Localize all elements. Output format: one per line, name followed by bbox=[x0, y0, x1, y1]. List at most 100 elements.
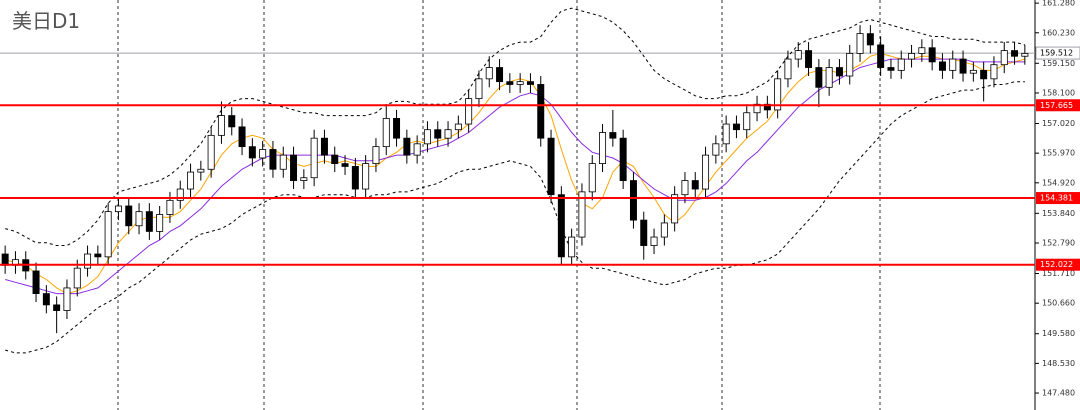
candle-body bbox=[496, 67, 504, 83]
candle-body bbox=[351, 166, 359, 190]
candle-body bbox=[248, 146, 256, 159]
candle-body bbox=[877, 44, 885, 68]
candle-body bbox=[465, 98, 473, 125]
indicator-line bbox=[5, 58, 1025, 295]
candle-body bbox=[835, 67, 843, 77]
candle-body bbox=[300, 177, 308, 181]
candle-body bbox=[846, 53, 854, 77]
candle-body bbox=[990, 64, 998, 80]
level-label-box bbox=[1036, 99, 1080, 112]
chart-title: 美日D1 bbox=[12, 9, 80, 33]
candle-body bbox=[1021, 53, 1029, 57]
candle-body bbox=[114, 205, 122, 213]
y-tick-label: 161.280 bbox=[1042, 0, 1075, 8]
candle-body bbox=[732, 123, 740, 131]
y-tick-label: 148.530 bbox=[1042, 359, 1075, 368]
candle-body bbox=[908, 53, 916, 60]
candle-body bbox=[238, 126, 246, 148]
last-price-box bbox=[1035, 46, 1080, 60]
candle-body bbox=[331, 154, 339, 165]
y-tick-label: 158.100 bbox=[1042, 88, 1075, 97]
level-label: 157.665 bbox=[1040, 101, 1073, 110]
candle-body bbox=[660, 222, 668, 238]
candle-body bbox=[959, 58, 967, 74]
candle-body bbox=[207, 134, 215, 170]
candle-body bbox=[691, 180, 699, 190]
candle-body bbox=[166, 199, 174, 215]
y-tick-label: 160.230 bbox=[1042, 28, 1075, 37]
level-label-box bbox=[1036, 192, 1080, 205]
y-tick-label: 150.660 bbox=[1042, 299, 1075, 308]
candle-body bbox=[454, 123, 462, 131]
candle-body bbox=[156, 214, 164, 232]
candle-body bbox=[588, 163, 596, 193]
candle-body bbox=[619, 137, 627, 181]
candle-body bbox=[434, 129, 442, 139]
candle-body bbox=[774, 78, 782, 111]
candle-body bbox=[969, 69, 977, 74]
candle-body bbox=[53, 304, 61, 311]
candle-body bbox=[42, 293, 50, 306]
candle-body bbox=[825, 67, 833, 88]
level-label: 152.022 bbox=[1040, 260, 1073, 269]
candle-body bbox=[310, 137, 318, 179]
candle-body bbox=[382, 117, 390, 148]
y-tick-label: 147.480 bbox=[1042, 389, 1075, 398]
candle-body bbox=[918, 47, 926, 54]
candle-body bbox=[341, 163, 349, 167]
candle-body bbox=[547, 137, 555, 196]
candle-body bbox=[320, 137, 328, 156]
candle-body bbox=[743, 112, 751, 131]
candle-body bbox=[681, 180, 689, 196]
candle-body bbox=[279, 154, 287, 170]
candle-body bbox=[362, 163, 370, 190]
candle-body bbox=[856, 33, 864, 54]
y-tick-label: 155.970 bbox=[1042, 149, 1075, 158]
candle-body bbox=[63, 287, 71, 311]
candle-body bbox=[671, 194, 679, 224]
candle-body bbox=[784, 58, 792, 80]
candle-body bbox=[640, 219, 648, 246]
candle-body bbox=[372, 146, 380, 165]
candle-body bbox=[485, 67, 493, 80]
candle-body bbox=[980, 69, 988, 80]
y-tick-label: 152.790 bbox=[1042, 239, 1075, 248]
candle-body bbox=[712, 143, 720, 156]
candle-body bbox=[578, 191, 586, 238]
candle-body bbox=[949, 58, 957, 71]
candle-body bbox=[526, 81, 534, 85]
candle-body bbox=[423, 129, 431, 145]
candle-body bbox=[938, 61, 946, 71]
candle-body bbox=[269, 149, 277, 170]
candle-body bbox=[259, 149, 267, 159]
y-tick-label: 149.580 bbox=[1042, 329, 1075, 338]
candle-body bbox=[629, 180, 637, 221]
candle-body bbox=[599, 132, 607, 165]
candle-body bbox=[1, 253, 9, 266]
candle-body bbox=[413, 143, 421, 156]
indicator-line bbox=[5, 7, 1026, 246]
candle-body bbox=[290, 154, 298, 181]
candle-body bbox=[176, 188, 184, 201]
candle-body bbox=[145, 211, 153, 232]
candle-body bbox=[32, 270, 40, 294]
candle-body bbox=[73, 267, 81, 289]
candle-body bbox=[1011, 50, 1019, 57]
candle-body bbox=[866, 33, 874, 46]
candle-body bbox=[444, 129, 452, 139]
candle-body bbox=[805, 50, 813, 68]
candle-body bbox=[815, 67, 823, 88]
candle-body bbox=[228, 115, 236, 128]
candle-body bbox=[84, 253, 92, 269]
candle-body bbox=[537, 84, 545, 139]
candle-body bbox=[887, 67, 895, 71]
candle-body bbox=[928, 47, 936, 63]
candle-body bbox=[403, 137, 411, 156]
candle-body bbox=[609, 132, 617, 139]
candle-body bbox=[794, 50, 802, 60]
candle-body bbox=[1000, 50, 1008, 66]
candle-body bbox=[197, 168, 205, 173]
candle-body bbox=[722, 123, 730, 145]
